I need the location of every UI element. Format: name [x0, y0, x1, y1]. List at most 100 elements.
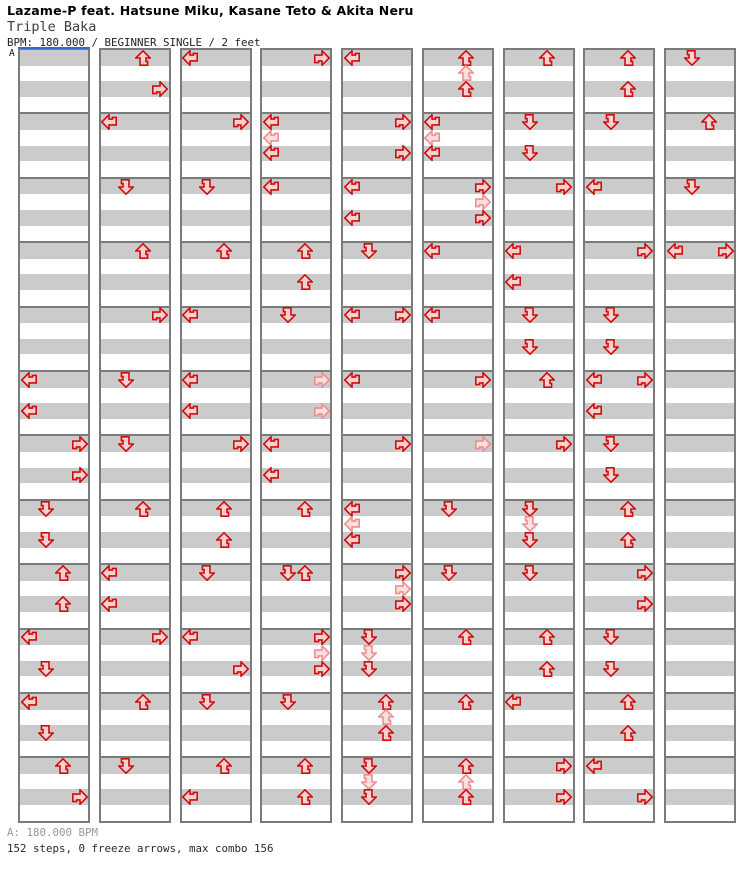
offbeat-stripe: [666, 258, 734, 275]
beat-stripe: [100, 500, 169, 517]
beat-stripe: [181, 209, 250, 226]
arrow-up-icon: [296, 500, 313, 517]
arrow-down-icon: [522, 500, 538, 517]
offbeat-stripe: [585, 289, 654, 306]
beat-stripe: [504, 50, 573, 66]
beat-stripe: [423, 338, 492, 355]
arrow-right-icon: [152, 307, 169, 324]
measure-block: [666, 627, 734, 692]
offbeat-stripe: [262, 773, 331, 790]
arrow-left-icon: [262, 145, 279, 162]
measure-block: [423, 498, 492, 564]
offbeat-stripe: [100, 129, 169, 146]
beat-stripe: [20, 500, 88, 517]
arrow-up-icon: [458, 693, 475, 710]
measure-block: [181, 112, 250, 177]
offbeat-stripe: [343, 96, 411, 113]
beat-stripe: [181, 371, 250, 388]
beat-stripe: [585, 660, 654, 677]
offbeat-stripe: [100, 611, 169, 628]
beat-stripe: [423, 565, 492, 581]
offbeat-stripe: [343, 483, 411, 499]
beat-stripe: [262, 789, 331, 806]
beat-stripe: [100, 50, 169, 66]
offbeat-stripe: [262, 387, 331, 404]
arrow-left-icon: [585, 403, 602, 419]
beat-stripe: [20, 467, 88, 484]
arrow-up-icon: [296, 243, 313, 259]
section-a-label: A: [9, 48, 15, 59]
beat-stripe: [423, 243, 492, 259]
offbeat-stripe: [20, 516, 88, 532]
beat-stripe: [100, 371, 169, 388]
bpm-difficulty-line: BPM: 180.000 / BEGINNER SINGLE / 2 feet: [7, 35, 261, 49]
beat-stripe: [504, 531, 573, 548]
offbeat-stripe: [262, 611, 331, 628]
offbeat-stripe: [181, 773, 250, 790]
arrow-down-icon: [522, 565, 538, 581]
step-column-8: [583, 48, 656, 823]
measure-block: [181, 369, 250, 435]
arrow-left-icon: [505, 243, 521, 259]
beat-stripe: [262, 307, 331, 324]
beat-stripe: [20, 307, 88, 324]
beat-stripe: [666, 467, 734, 484]
offbeat-stripe: [666, 65, 734, 82]
measure-block: [585, 305, 654, 370]
offbeat-stripe: [20, 387, 88, 404]
offbeat-stripe: [585, 161, 654, 177]
beat-stripe: [343, 81, 411, 97]
beat-stripe: [181, 178, 250, 195]
offbeat-stripe: [504, 611, 573, 628]
step-column-1: [18, 48, 90, 823]
measure-block: [262, 112, 331, 177]
measure-block: [666, 756, 734, 821]
offbeat-stripe: [181, 161, 250, 177]
offbeat-stripe: [585, 258, 654, 275]
offbeat-stripe: [100, 676, 169, 692]
arrow-left-icon: [343, 307, 360, 324]
beat-stripe: [343, 629, 411, 646]
measure-block: [343, 498, 411, 564]
measure-block: [100, 305, 169, 370]
beat-stripe: [343, 209, 411, 226]
measure-block: [181, 48, 250, 113]
beat-stripe: [585, 371, 654, 388]
measure-block: [504, 691, 573, 757]
arrow-left-icon: [424, 243, 441, 259]
offbeat-stripe: [20, 740, 88, 757]
measure-block: [423, 176, 492, 242]
arrow-down-icon: [602, 114, 619, 131]
section-a-line: [18, 46, 90, 49]
arrow-up-icon: [135, 49, 152, 66]
offbeat-stripe: [585, 194, 654, 210]
beat-stripe: [585, 725, 654, 741]
offbeat-stripe: [423, 483, 492, 499]
offbeat-stripe: [423, 65, 492, 82]
arrow-left-icon: [343, 531, 360, 548]
offbeat-stripe: [423, 96, 492, 113]
beat-stripe: [504, 467, 573, 484]
measure-block: [262, 369, 331, 435]
beat-stripe: [20, 758, 88, 774]
beat-stripe: [181, 436, 250, 452]
beat-stripe: [423, 758, 492, 774]
measure-block: [262, 305, 331, 370]
offbeat-stripe: [423, 387, 492, 404]
measure-block: [504, 241, 573, 306]
arrow-down-icon: [199, 565, 215, 581]
beat-stripe: [423, 660, 492, 677]
beat-stripe: [585, 789, 654, 806]
beat-stripe: [666, 114, 734, 130]
offbeat-stripe: [504, 516, 573, 532]
step-column-4: [260, 48, 333, 823]
beat-stripe: [181, 307, 250, 324]
offbeat-stripe: [262, 805, 331, 821]
measure-block: [262, 434, 331, 499]
arrow-left-icon: [585, 371, 602, 388]
arrow-down-icon: [118, 178, 135, 195]
offbeat-stripe: [262, 516, 331, 532]
beat-stripe: [262, 565, 331, 581]
beat-stripe: [262, 145, 331, 162]
arrow-up-icon: [458, 65, 475, 82]
